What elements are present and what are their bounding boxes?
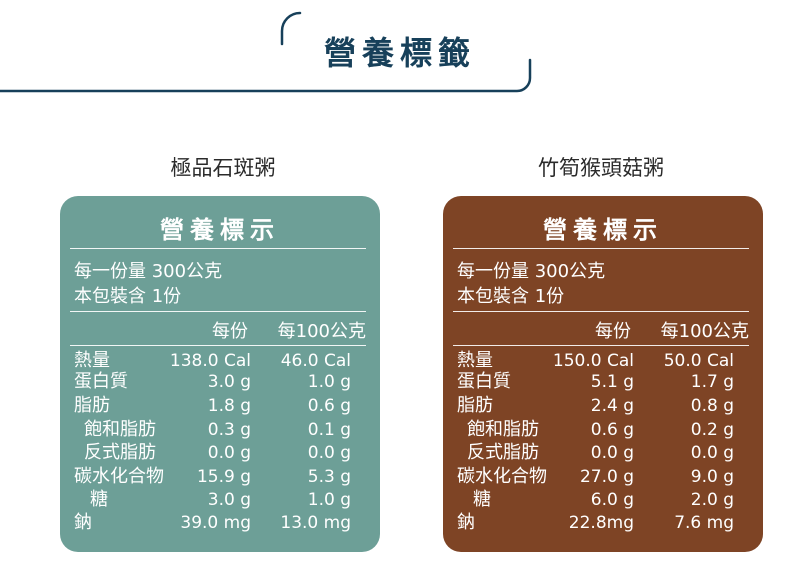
servings-per-pack: 本包裝含 1份 [457,286,565,307]
serving-size: 每一份量 300公克 [457,261,606,282]
value-per-100g: 0.0 g [690,443,734,463]
nutrient-label: 飽和脂肪 [467,419,539,440]
nutrient-label: 鈉 [74,512,92,533]
value-per-100g: 0.8 g [690,396,734,416]
value-per-serving: 39.0 mg [180,513,251,533]
value-per-serving: 0.0 g [590,443,634,463]
header: 營養標籤 [0,0,800,110]
serving-size: 每一份量 300公克 [74,261,223,282]
nutrient-label: 反式脂肪 [84,442,156,463]
col-header-per-100g: 每100公克 [660,321,749,342]
nutrient-label: 反式脂肪 [467,442,539,463]
nutrition-panel-grouper-congee: 營養標示 每一份量 300公克 本包裝含 1份 每份 每100公克 熱量 138… [60,196,380,552]
divider [453,248,749,249]
value-per-100g: 9.0 g [690,467,734,487]
product-name-bamboo-mushroom-congee: 竹筍猴頭菇粥 [538,156,664,180]
panel-title: 營養標示 [543,216,663,244]
value-per-serving: 0.6 g [590,420,634,440]
value-per-serving: 0.3 g [207,420,251,440]
nutrient-label: 糖 [90,489,108,510]
value-per-serving: 2.4 g [590,396,634,416]
value-per-100g: 5.3 g [307,467,351,487]
value-per-100g: 0.1 g [307,420,351,440]
value-per-100g: 46.0 Cal [280,351,351,371]
col-header-per-100g: 每100公克 [277,321,366,342]
nutrient-label: 飽和脂肪 [84,419,156,440]
value-per-serving: 6.0 g [590,490,634,510]
divider [70,345,366,346]
value-per-serving: 3.0 g [207,490,251,510]
value-per-serving: 22.8mg [568,513,634,533]
col-header-per-serving: 每份 [595,321,631,342]
nutrient-label: 糖 [473,489,491,510]
value-per-100g: 1.7 g [690,372,734,392]
value-per-100g: 0.0 g [307,443,351,463]
nutrient-label: 熱量 [74,350,110,371]
value-per-100g: 7.6 mg [674,513,734,533]
value-per-serving: 5.1 g [590,372,634,392]
nutrient-label: 蛋白質 [74,371,128,392]
value-per-serving: 3.0 g [207,372,251,392]
value-per-serving: 27.0 g [579,467,634,487]
value-per-100g: 0.6 g [307,396,351,416]
divider [70,248,366,249]
nutrient-label: 碳水化合物 [457,466,547,487]
nutrient-label: 脂肪 [457,395,493,416]
value-per-100g: 1.0 g [307,490,351,510]
nutrient-label: 脂肪 [74,395,110,416]
nutrient-label: 蛋白質 [457,371,511,392]
value-per-serving: 138.0 Cal [169,351,251,371]
product-name-grouper-congee: 極品石斑粥 [170,156,276,180]
nutrient-label: 碳水化合物 [74,466,164,487]
servings-per-pack: 本包裝含 1份 [74,286,182,307]
value-per-100g: 2.0 g [690,490,734,510]
divider [70,311,366,312]
value-per-serving: 150.0 Cal [552,351,634,371]
nutrition-panel-bamboo-mushroom-congee: 營養標示 每一份量 300公克 本包裝含 1份 每份 每100公克 熱量 150… [443,196,763,552]
col-header-per-serving: 每份 [212,321,248,342]
value-per-100g: 1.0 g [307,372,351,392]
value-per-100g: 13.0 mg [280,513,351,533]
value-per-100g: 50.0 Cal [663,351,734,371]
nutrient-label: 熱量 [457,350,493,371]
divider [453,311,749,312]
header-frame-decoration [0,11,532,93]
value-per-serving: 1.8 g [207,396,251,416]
nutrient-label: 鈉 [457,512,475,533]
value-per-100g: 0.2 g [690,420,734,440]
header-title: 營養標籤 [323,34,476,72]
value-per-serving: 0.0 g [207,443,251,463]
value-per-serving: 15.9 g [196,467,251,487]
divider [453,345,749,346]
panel-title: 營養標示 [160,216,280,244]
